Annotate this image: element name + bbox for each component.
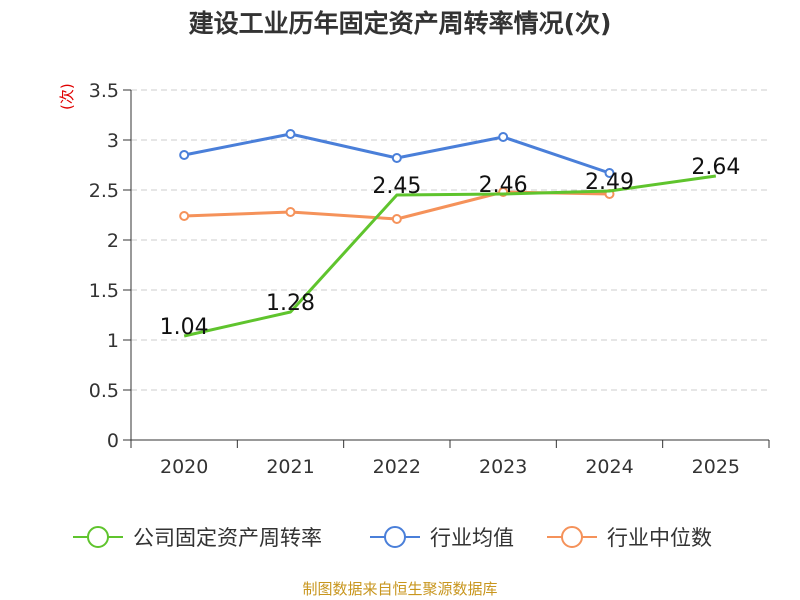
x-axis: 2020 2021 2022 2023 2024 2025	[130, 439, 770, 478]
data-label: 2.64	[691, 155, 740, 180]
legend-label: 公司固定资产周转率	[133, 526, 322, 550]
legend-label: 行业中位数	[607, 526, 712, 550]
y-tick-label: 1	[107, 330, 119, 352]
x-tick-label: 2023	[479, 456, 527, 478]
chart-title: 建设工业历年固定资产周转率情况(次)	[188, 9, 612, 38]
series-point-1	[498, 132, 509, 142]
data-label: 2.49	[585, 170, 634, 195]
series-point-2	[285, 207, 296, 217]
y-axis: 0 0.5 1 1.5 2 2.5 3 3.5	[89, 80, 132, 452]
source-note: 制图数据来自恒生聚源数据库	[302, 580, 498, 598]
data-labels: 1.04 1.28 2.45 2.46 2.49 2.64	[160, 155, 741, 340]
gridlines	[131, 89, 769, 391]
x-tick-label: 2022	[373, 456, 421, 478]
series-point-2	[391, 214, 402, 224]
x-tick-label: 2020	[160, 456, 208, 478]
legend-label: 行业均值	[430, 526, 514, 550]
x-tick-label: 2025	[692, 456, 740, 478]
y-tick-label: 3	[107, 130, 119, 152]
y-tick-label: 0.5	[89, 380, 119, 402]
series-point-2	[179, 211, 190, 221]
data-label: 2.45	[372, 174, 421, 199]
y-tick-label: 0	[107, 430, 119, 452]
legend-marker	[384, 526, 406, 548]
legend: 公司固定资产周转率 行业均值 行业中位数	[73, 526, 712, 550]
x-tick-label: 2024	[585, 456, 633, 478]
series-line-0	[183, 174, 717, 338]
y-tick-label: 3.5	[89, 80, 119, 102]
y-tick-label: 2.5	[89, 180, 119, 202]
data-label: 1.04	[160, 315, 209, 340]
series-layer	[179, 129, 717, 338]
series-point-1	[179, 150, 190, 160]
y-tick-label: 1.5	[89, 280, 119, 302]
x-tick-label: 2021	[266, 456, 314, 478]
y-tick-label: 2	[107, 230, 119, 252]
legend-marker	[561, 526, 583, 548]
data-label: 2.46	[479, 173, 528, 198]
series-point-1	[391, 153, 402, 163]
series-point-1	[285, 129, 296, 139]
series-point-1	[604, 168, 615, 178]
data-label: 1.28	[266, 291, 315, 316]
legend-marker	[87, 526, 109, 548]
